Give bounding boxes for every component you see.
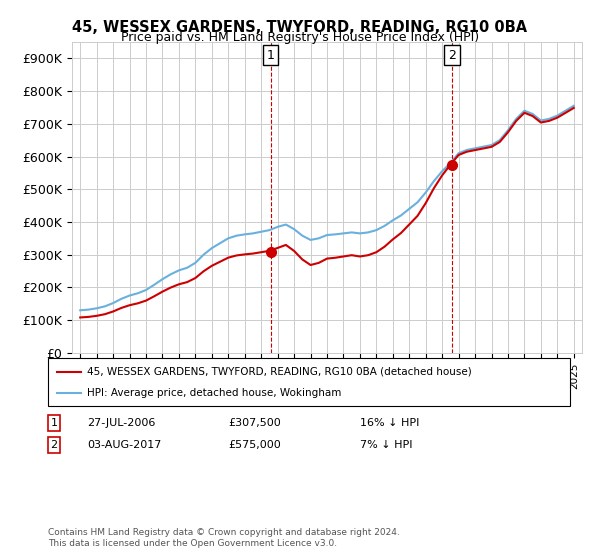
Text: 1: 1 — [266, 49, 275, 62]
Text: Price paid vs. HM Land Registry's House Price Index (HPI): Price paid vs. HM Land Registry's House … — [121, 31, 479, 44]
Text: 45, WESSEX GARDENS, TWYFORD, READING, RG10 0BA: 45, WESSEX GARDENS, TWYFORD, READING, RG… — [73, 20, 527, 35]
Text: £307,500: £307,500 — [228, 418, 281, 428]
Text: 2: 2 — [50, 440, 58, 450]
Text: 27-JUL-2006: 27-JUL-2006 — [87, 418, 155, 428]
Text: 2: 2 — [448, 49, 456, 62]
Text: HPI: Average price, detached house, Wokingham: HPI: Average price, detached house, Woki… — [87, 388, 341, 398]
Text: 1: 1 — [50, 418, 58, 428]
Text: 7% ↓ HPI: 7% ↓ HPI — [360, 440, 413, 450]
Text: 16% ↓ HPI: 16% ↓ HPI — [360, 418, 419, 428]
Text: £575,000: £575,000 — [228, 440, 281, 450]
Text: 03-AUG-2017: 03-AUG-2017 — [87, 440, 161, 450]
Text: 45, WESSEX GARDENS, TWYFORD, READING, RG10 0BA (detached house): 45, WESSEX GARDENS, TWYFORD, READING, RG… — [87, 367, 472, 377]
Text: Contains HM Land Registry data © Crown copyright and database right 2024.
This d: Contains HM Land Registry data © Crown c… — [48, 528, 400, 548]
